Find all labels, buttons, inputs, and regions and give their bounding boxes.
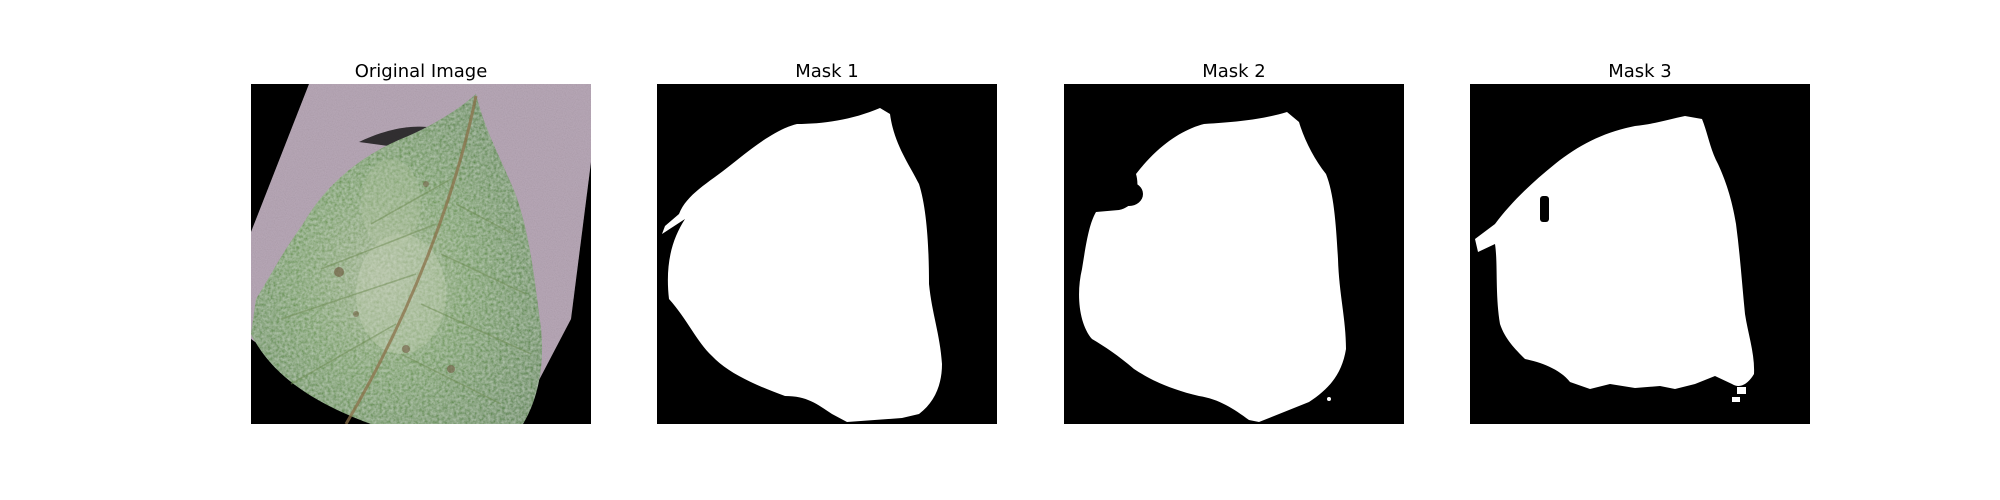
leaf-photo	[251, 84, 591, 424]
mask-3-image	[1470, 84, 1810, 424]
panel-title: Mask 3	[1608, 61, 1672, 82]
mask-2-image	[1064, 84, 1404, 424]
panel-title: Mask 2	[1202, 61, 1266, 82]
panel-title: Original Image	[354, 61, 488, 82]
mask-1-image	[657, 84, 997, 424]
panel-title: Mask 1	[795, 61, 859, 82]
